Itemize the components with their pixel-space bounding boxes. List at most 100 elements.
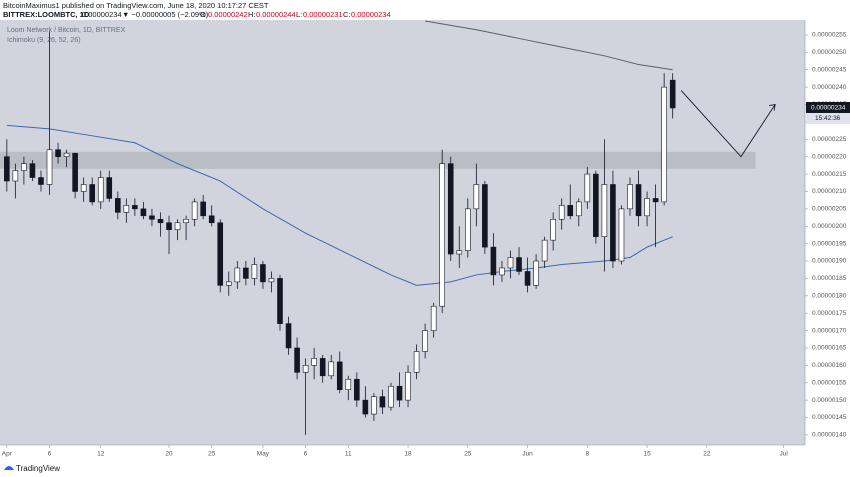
high-label: H: <box>248 10 256 19</box>
candle-body <box>388 385 394 408</box>
candle-body <box>567 205 574 217</box>
x-tick-label: 15 <box>643 451 651 458</box>
candle-body <box>328 361 335 377</box>
symbol: BITTREX:LOOMBTC, 1D <box>3 10 90 19</box>
low-label: L: <box>296 10 302 19</box>
candle-body <box>12 170 19 182</box>
candle-body <box>38 177 44 185</box>
projection-arrow <box>680 90 776 158</box>
candle-body <box>149 215 155 220</box>
candle-body <box>132 205 138 210</box>
candle-body <box>174 222 181 231</box>
candle-body <box>183 218 189 224</box>
candle-body <box>507 257 514 269</box>
close-value: 0.00000234 <box>351 10 391 19</box>
arrow-head <box>769 103 776 111</box>
x-tick-label: May <box>257 451 270 458</box>
y-tick-label: 0.00000245 <box>812 66 847 73</box>
candle-body <box>115 198 121 213</box>
y-tick-label: 0.00000225 <box>812 136 847 143</box>
y-tick-label: 0.00000160 <box>812 362 847 369</box>
x-tick-label: 22 <box>703 451 711 458</box>
candle-body <box>55 149 61 157</box>
candle-body <box>396 385 403 401</box>
candle-body <box>157 218 164 224</box>
moving-average <box>6 124 673 286</box>
x-tick-label: 11 <box>345 451 352 458</box>
y-tick-label: 0.00000210 <box>812 188 847 195</box>
candle-body <box>4 156 10 182</box>
price-tag-box <box>806 101 850 113</box>
candle-body <box>541 239 548 262</box>
candle-body <box>618 208 625 262</box>
candle-body <box>311 358 317 366</box>
open-value: 0.00000242 <box>208 10 248 19</box>
chart-subtitle: Ichimoku (9, 26, 52, 26) <box>7 37 81 44</box>
candle-body <box>191 201 198 220</box>
candle-body <box>610 184 616 262</box>
y-tick-label: 0.00000145 <box>812 414 847 421</box>
candle-body <box>80 184 87 192</box>
candle-body <box>482 184 488 248</box>
low-value: 0.00000231 <box>303 10 343 19</box>
candle-body <box>234 267 241 283</box>
y-tick-label: 0.00000190 <box>812 258 847 265</box>
high-value: 0.00000244 <box>256 10 296 19</box>
time-tag-box <box>806 112 850 124</box>
candle-body <box>405 372 411 401</box>
y-tick-label: 0.00000250 <box>812 49 847 56</box>
y-tick-label: 0.00000240 <box>812 84 847 91</box>
x-tick-label: 25 <box>464 451 472 458</box>
price-tag: 0.00000234 <box>811 105 846 112</box>
candle-body <box>106 177 113 199</box>
candle-body <box>268 278 275 283</box>
x-tick-label: 20 <box>165 451 173 458</box>
y-tick-label: 0.00000220 <box>812 153 847 160</box>
candle-body <box>371 396 377 415</box>
candle-body <box>447 163 454 255</box>
candle-body <box>72 152 78 192</box>
candle-body <box>294 347 300 373</box>
resistance-zone <box>0 151 756 169</box>
y-tick-label: 0.00000200 <box>812 223 847 230</box>
candle-body <box>21 163 27 171</box>
candle-body <box>208 215 215 224</box>
y-tick-label: 0.00000170 <box>812 327 847 334</box>
y-tick-label: 0.00000140 <box>812 432 847 439</box>
time-tag: 15:42:36 <box>815 115 841 122</box>
y-tick-label: 0.00000195 <box>812 240 847 247</box>
candle-body <box>225 281 232 286</box>
candle-body <box>285 323 292 349</box>
candle-body <box>362 399 369 415</box>
candle-body <box>516 257 522 272</box>
candle-body <box>473 184 480 210</box>
x-tick-label: 8 <box>586 451 590 458</box>
candle-body <box>123 205 130 213</box>
candle-body <box>456 250 463 255</box>
candle-body <box>661 86 667 203</box>
candle-body <box>260 264 266 283</box>
x-tick-label: Jun <box>522 451 533 458</box>
candle-body <box>140 208 147 217</box>
candle-body <box>354 378 360 401</box>
candle-body <box>302 365 309 373</box>
candle-body <box>336 361 343 391</box>
candle-body <box>558 205 565 220</box>
close-label: C: <box>343 10 351 19</box>
x-tick-label: Apr <box>2 451 13 458</box>
candle-body <box>422 330 428 352</box>
candle-body <box>593 173 599 237</box>
last: 0.00000234 <box>82 10 122 19</box>
candle-body <box>584 173 591 203</box>
candle-body <box>524 271 531 286</box>
candle-body <box>413 351 420 373</box>
change: ▼ −0.00000005 (−2.09%) <box>122 10 209 19</box>
y-tick-label: 0.00000175 <box>812 310 847 317</box>
candle-body <box>627 184 633 210</box>
y-tick-label: 0.00000180 <box>812 293 847 300</box>
candle-body <box>669 79 676 109</box>
candle-body <box>89 184 95 203</box>
candle-body <box>490 246 497 276</box>
x-tick-label: 12 <box>97 451 105 458</box>
